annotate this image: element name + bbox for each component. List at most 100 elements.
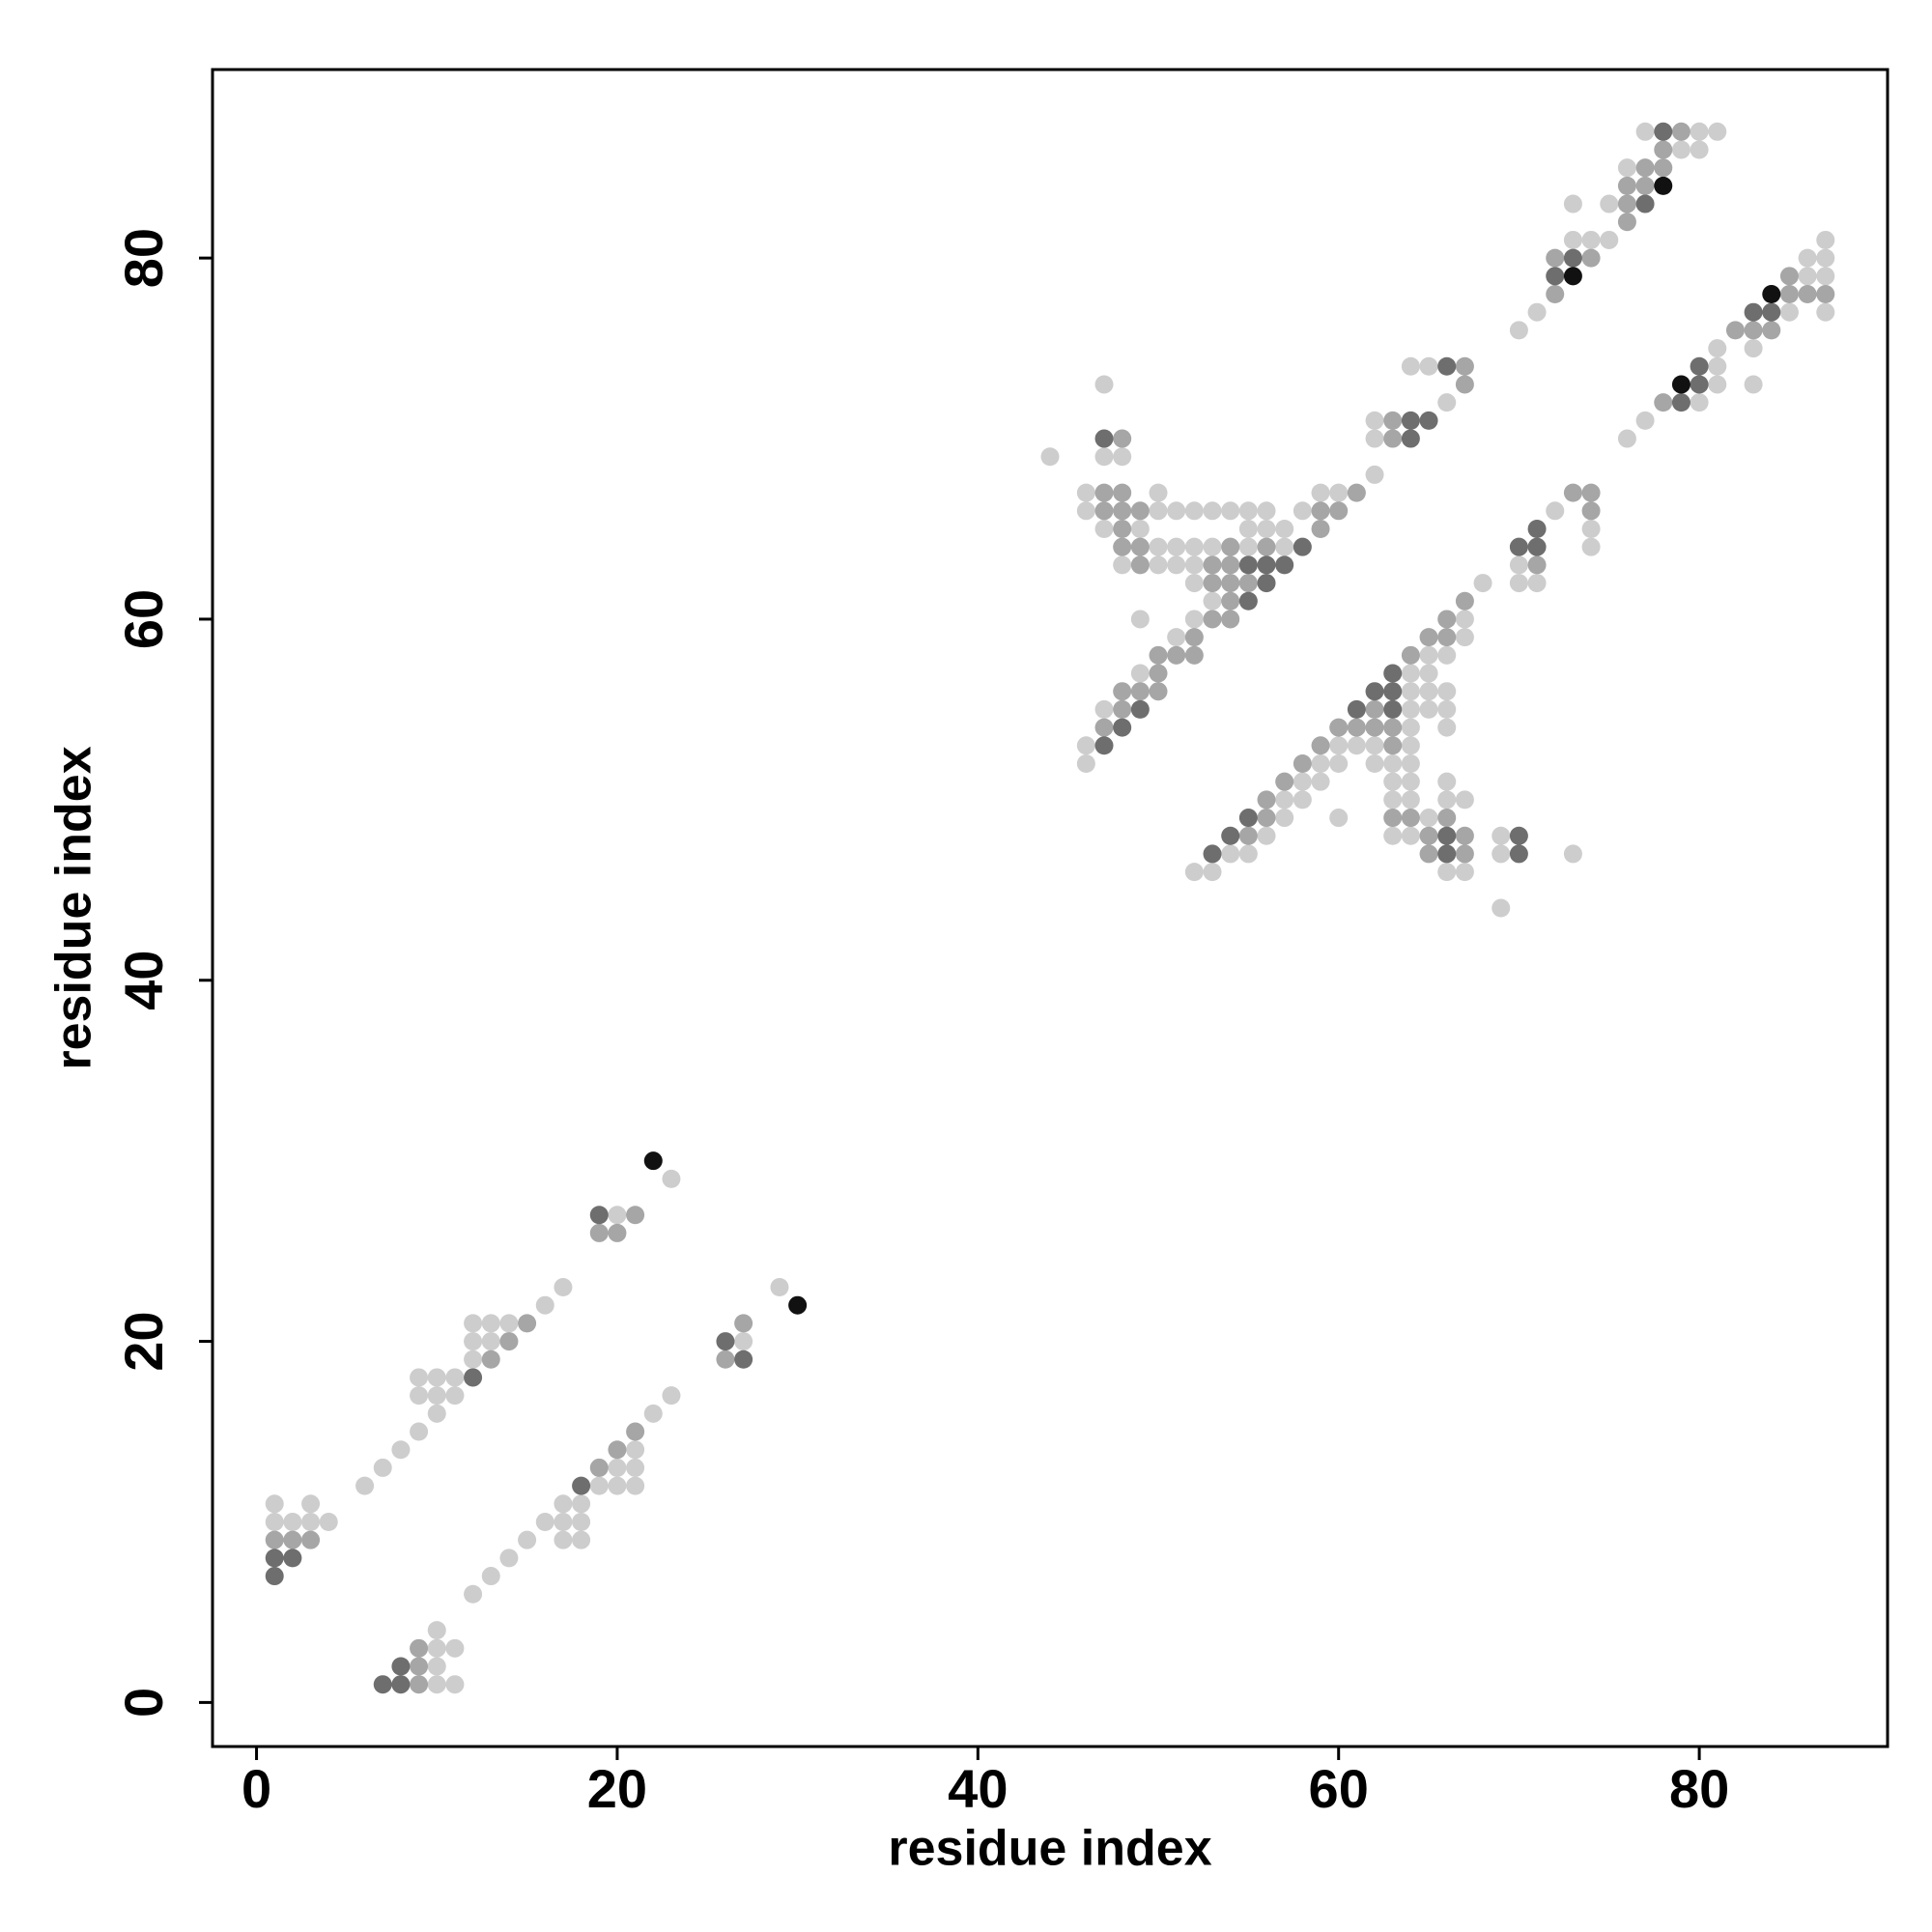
point <box>1113 519 1132 538</box>
point <box>1563 230 1582 249</box>
point <box>1708 356 1727 376</box>
point <box>1130 501 1150 521</box>
y-axis-label: residue index <box>46 746 102 1069</box>
point <box>1149 664 1168 683</box>
point <box>1527 555 1547 575</box>
point <box>499 1314 519 1333</box>
point <box>1167 537 1186 556</box>
point <box>1329 809 1349 828</box>
point <box>1130 699 1150 719</box>
point <box>1401 736 1420 755</box>
point <box>1455 356 1474 376</box>
point <box>1455 826 1474 845</box>
point <box>1094 429 1114 448</box>
point <box>1401 664 1420 683</box>
point <box>1708 339 1727 358</box>
point <box>1816 230 1835 249</box>
point <box>464 1314 483 1333</box>
point <box>1635 176 1655 195</box>
point <box>464 1350 483 1369</box>
point <box>626 1440 645 1460</box>
point <box>770 1278 789 1297</box>
point <box>1509 555 1528 575</box>
point <box>1762 321 1781 340</box>
point <box>1113 555 1132 575</box>
point <box>1708 122 1727 141</box>
point <box>481 1332 500 1351</box>
point <box>481 1350 500 1369</box>
point <box>1600 194 1619 213</box>
point <box>1257 826 1276 845</box>
point <box>1401 699 1420 719</box>
point <box>1455 591 1474 611</box>
point <box>608 1223 627 1242</box>
point <box>1401 682 1420 701</box>
point <box>1690 375 1709 394</box>
point <box>1113 483 1132 502</box>
point <box>1383 411 1403 430</box>
point <box>410 1368 429 1387</box>
point <box>1203 844 1222 864</box>
point <box>427 1657 446 1676</box>
point <box>1744 339 1763 358</box>
point <box>265 1494 284 1514</box>
y-tick-label: 20 <box>113 1311 174 1371</box>
point <box>1167 501 1186 521</box>
point <box>1238 501 1258 521</box>
point <box>319 1512 338 1531</box>
point <box>1437 844 1457 864</box>
point <box>1437 356 1457 376</box>
point <box>589 1206 609 1225</box>
point <box>1635 194 1655 213</box>
point <box>1617 176 1636 195</box>
point <box>1725 321 1745 340</box>
point <box>1076 753 1095 773</box>
point <box>1113 718 1132 737</box>
point <box>554 1512 573 1531</box>
point <box>1238 809 1258 828</box>
point <box>1617 429 1636 448</box>
point <box>1635 122 1655 141</box>
point <box>1401 753 1420 773</box>
point <box>1527 537 1547 556</box>
point <box>1167 628 1186 647</box>
point <box>1401 790 1420 810</box>
point <box>1546 501 1565 521</box>
point <box>410 1657 429 1676</box>
point <box>554 1278 573 1297</box>
x-axis-label: residue index <box>888 1821 1211 1877</box>
point <box>1437 393 1457 412</box>
point <box>1257 555 1276 575</box>
y-tick-label: 40 <box>113 951 174 1010</box>
point <box>1347 718 1366 737</box>
point <box>1329 718 1349 737</box>
point <box>391 1657 411 1676</box>
point <box>1257 574 1276 593</box>
point <box>589 1458 609 1477</box>
point <box>1509 826 1528 845</box>
point <box>1113 682 1132 701</box>
point <box>427 1621 446 1640</box>
x-tick-label: 20 <box>587 1758 647 1819</box>
point <box>1257 537 1276 556</box>
point <box>608 1458 627 1477</box>
point <box>1671 122 1690 141</box>
point <box>1654 158 1673 178</box>
point <box>1401 718 1420 737</box>
point <box>572 1476 591 1495</box>
point <box>1184 501 1204 521</box>
point <box>1311 501 1330 521</box>
point <box>608 1440 627 1460</box>
point <box>1581 501 1601 521</box>
point <box>1816 302 1835 322</box>
point <box>373 1675 392 1694</box>
point <box>1221 826 1240 845</box>
point <box>1383 664 1403 683</box>
point <box>1365 411 1384 430</box>
point <box>1581 519 1601 538</box>
point <box>1437 790 1457 810</box>
point <box>1635 411 1655 430</box>
point <box>1401 809 1420 828</box>
point <box>1113 447 1132 467</box>
